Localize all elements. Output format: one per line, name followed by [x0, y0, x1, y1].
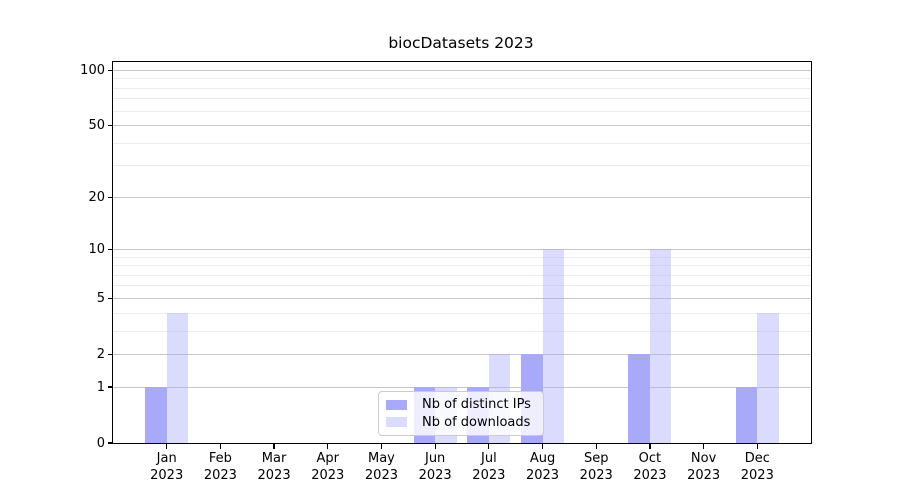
- major-gridline: [113, 297, 811, 299]
- y-tick-label: 5: [96, 290, 105, 306]
- x-tick-label: Jun 2023: [418, 451, 452, 483]
- minor-gridline: [113, 98, 811, 100]
- x-tick-mark: [166, 444, 168, 449]
- x-tick-mark: [380, 444, 383, 449]
- x-tick-label: Sep 2023: [579, 451, 613, 483]
- x-tick-label: Nov 2023: [687, 451, 721, 483]
- x-tick-label: Aug 2023: [525, 451, 560, 483]
- x-tick-mark: [434, 444, 436, 449]
- bar-downloads: [542, 249, 564, 443]
- x-tick-label: Jan 2023: [150, 451, 184, 483]
- legend-item: Nb of distinct IPs: [386, 396, 537, 414]
- y-tick-label: 20: [88, 189, 105, 205]
- x-tick-mark: [541, 444, 544, 449]
- minor-gridline: [113, 312, 811, 314]
- minor-gridline: [113, 330, 811, 332]
- bar-distinct-ips: [628, 354, 650, 443]
- x-tick-label: Mar 2023: [257, 451, 291, 483]
- x-tick-label: May 2023: [364, 451, 398, 483]
- y-tick-mark: [108, 248, 112, 250]
- x-tick-mark: [219, 444, 221, 449]
- minor-gridline: [113, 274, 811, 276]
- major-gridline: [113, 125, 811, 127]
- y-tick-label: 10: [88, 241, 105, 257]
- major-gridline: [113, 353, 811, 355]
- minor-gridline: [113, 110, 811, 112]
- x-tick-mark: [595, 444, 597, 449]
- y-tick-mark: [108, 442, 112, 444]
- minor-gridline: [113, 256, 811, 258]
- bar-distinct-ips: [145, 387, 167, 443]
- x-tick-mark: [756, 444, 758, 449]
- y-tick-label: 2: [96, 346, 105, 362]
- x-tick-label: Feb 2023: [203, 451, 237, 483]
- bar-downloads: [166, 313, 189, 443]
- y-tick-mark: [108, 297, 112, 299]
- minor-gridline: [113, 285, 811, 287]
- x-tick-mark: [649, 444, 651, 449]
- major-gridline: [113, 248, 811, 250]
- x-tick-label: Apr 2023: [311, 451, 345, 483]
- x-tick-mark: [273, 444, 275, 449]
- major-gridline: [113, 386, 811, 388]
- y-tick-label: 1: [96, 379, 105, 395]
- minor-gridline: [113, 165, 811, 167]
- legend-label: Nb of downloads: [422, 414, 531, 430]
- x-tick-mark: [327, 444, 329, 449]
- x-tick-mark: [488, 444, 490, 449]
- y-tick-mark: [108, 69, 112, 71]
- legend-swatch-icon: [386, 417, 407, 428]
- chart-title: biocDatasets 2023: [388, 34, 534, 52]
- y-tick-mark: [108, 386, 112, 388]
- x-tick-label: Oct 2023: [633, 451, 667, 483]
- y-tick-mark: [108, 353, 112, 355]
- major-gridline: [113, 196, 811, 198]
- x-tick-label: Dec 2023: [740, 451, 774, 483]
- minor-gridline: [113, 142, 811, 144]
- bar-downloads: [649, 249, 672, 443]
- y-tick-label: 0: [96, 435, 105, 451]
- legend-label: Nb of distinct IPs: [422, 397, 531, 413]
- y-tick-label: 50: [88, 118, 105, 134]
- x-tick-mark: [703, 444, 705, 449]
- bar-distinct-ips: [735, 387, 758, 443]
- legend: Nb of distinct IPs Nb of downloads: [378, 391, 544, 436]
- major-gridline: [113, 69, 811, 71]
- y-tick-label: 100: [80, 62, 105, 78]
- x-tick-label: Jul 2023: [472, 451, 506, 483]
- plot-area: [112, 61, 812, 444]
- y-tick-mark: [108, 196, 112, 198]
- legend-swatch-icon: [386, 399, 407, 410]
- bar-downloads: [757, 313, 779, 443]
- minor-gridline: [113, 265, 811, 267]
- minor-gridline: [113, 87, 811, 89]
- legend-item: Nb of downloads: [386, 414, 537, 432]
- y-tick-mark: [108, 124, 112, 127]
- minor-gridline: [113, 78, 811, 80]
